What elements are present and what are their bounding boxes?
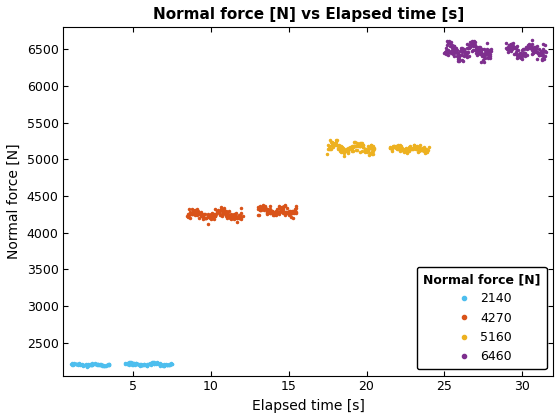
5160 xyxy=(371,146,378,151)
6460 xyxy=(455,58,461,63)
4270 xyxy=(281,204,287,209)
5160 xyxy=(324,151,330,156)
6460 xyxy=(441,50,448,55)
5160 xyxy=(415,147,422,152)
2140 xyxy=(68,362,75,367)
4270 xyxy=(184,214,191,219)
6460 xyxy=(478,59,484,64)
5160 xyxy=(426,144,432,150)
2140 xyxy=(169,362,175,367)
5160 xyxy=(334,137,340,142)
2140 xyxy=(126,359,133,364)
Line: 4270: 4270 xyxy=(185,203,298,226)
4270 xyxy=(286,209,292,214)
2140 xyxy=(83,364,90,369)
X-axis label: Elapsed time [s]: Elapsed time [s] xyxy=(252,399,365,413)
5160 xyxy=(341,154,348,159)
5160 xyxy=(349,147,356,152)
2140 xyxy=(69,363,76,368)
4270 xyxy=(213,210,220,215)
6460 xyxy=(543,49,549,54)
5160 xyxy=(351,143,357,148)
6460 xyxy=(506,42,512,47)
5160 xyxy=(413,146,419,151)
Legend: 2140, 4270, 5160, 6460: 2140, 4270, 5160, 6460 xyxy=(417,267,547,369)
4270 xyxy=(239,214,246,219)
Line: 5160: 5160 xyxy=(325,138,431,158)
6460 xyxy=(484,47,491,52)
4270 xyxy=(283,205,290,210)
2140 xyxy=(166,363,173,368)
6460 xyxy=(528,44,535,49)
6460 xyxy=(510,41,517,46)
5160 xyxy=(417,147,424,152)
Y-axis label: Normal force [N]: Normal force [N] xyxy=(7,144,21,259)
4270 xyxy=(282,202,288,207)
4270 xyxy=(212,213,218,218)
2140 xyxy=(87,362,94,367)
4270 xyxy=(204,221,211,226)
Line: 6460: 6460 xyxy=(442,38,548,64)
2140 xyxy=(161,362,167,367)
2140 xyxy=(78,362,85,367)
6460 xyxy=(528,44,535,49)
Line: 2140: 2140 xyxy=(69,360,174,369)
2140 xyxy=(101,363,108,368)
Title: Normal force [N] vs Elapsed time [s]: Normal force [N] vs Elapsed time [s] xyxy=(152,7,464,22)
4270 xyxy=(293,205,300,210)
6460 xyxy=(529,37,535,42)
